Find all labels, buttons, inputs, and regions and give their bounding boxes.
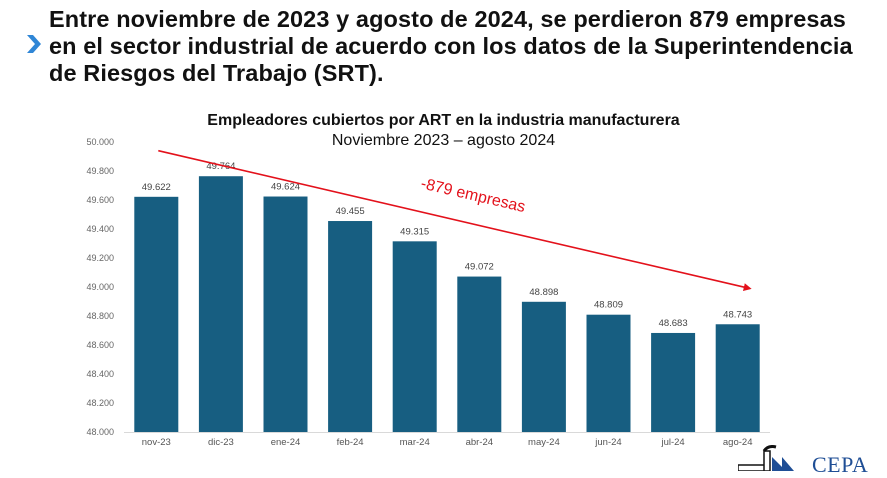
data-label: 48.743 — [723, 309, 752, 320]
bar — [457, 276, 502, 432]
data-label: 48.809 — [594, 300, 623, 311]
bar — [134, 196, 179, 432]
y-axis: 48.000 48.200 48.400 48.600 48.800 49.000 49.2… — [86, 137, 770, 437]
chevron-right-icon — [27, 35, 41, 53]
data-label: 49.315 — [400, 226, 429, 237]
data-label: 49.764 — [206, 161, 235, 172]
bar — [586, 314, 631, 432]
trend-annotation: -879 empresas — [158, 149, 752, 291]
y-tick-label: 49.400 — [86, 224, 114, 234]
x-tick-label: dic-23 — [208, 437, 234, 448]
headline-text: Entre noviembre de 2023 y agosto de 2024… — [49, 6, 853, 86]
y-tick-label: 50.000 — [86, 137, 114, 147]
annotation-label: -879 empresas — [419, 175, 527, 216]
bar — [521, 301, 566, 432]
x-tick-label: abr-24 — [466, 437, 493, 448]
y-tick-label: 48.400 — [86, 369, 114, 379]
x-tick-label: mar-24 — [400, 437, 430, 448]
y-tick-label: 48.000 — [86, 427, 114, 437]
x-tick-label: may-24 — [528, 437, 560, 448]
data-label: 48.898 — [529, 287, 558, 298]
x-tick-label: jul-24 — [660, 437, 684, 448]
bar — [651, 332, 696, 432]
x-tick-label: ene-24 — [271, 437, 301, 448]
bar — [328, 221, 373, 432]
bars — [134, 176, 760, 432]
x-tick-label: feb-24 — [337, 437, 364, 448]
data-label: 49.624 — [271, 182, 300, 193]
chart-subtitle: Noviembre 2023 – agosto 2024 — [331, 132, 556, 149]
y-tick-label: 48.600 — [86, 340, 114, 350]
x-axis: nov-23 dic-23 ene-24 feb-24 mar-24 abr-24 may-… — [142, 437, 753, 448]
y-tick-label: 48.200 — [86, 398, 114, 408]
y-tick-label: 49.000 — [86, 282, 114, 292]
bar — [263, 196, 308, 432]
data-labels: 49.622 49.764 49.624 49.455 49.315 49.072 48.8… — [142, 161, 752, 329]
trend-arrow — [158, 149, 752, 291]
bar — [392, 241, 437, 432]
bar — [715, 324, 760, 432]
x-tick-label: nov-23 — [142, 437, 171, 448]
chart-title: Empleadores cubiertos por ART en la indu… — [207, 112, 680, 129]
data-label: 49.622 — [142, 182, 171, 193]
x-tick-label: jun-24 — [594, 437, 621, 448]
y-tick-label: 48.800 — [86, 311, 114, 321]
y-tick-label: 49.200 — [86, 253, 114, 263]
x-tick-label: ago-24 — [723, 437, 753, 448]
y-tick-label: 49.600 — [86, 195, 114, 205]
bar — [198, 176, 243, 432]
y-tick-label: 49.800 — [86, 166, 114, 176]
data-label: 48.683 — [659, 318, 688, 329]
data-label: 49.455 — [336, 206, 365, 217]
data-label: 49.072 — [465, 262, 494, 273]
factory-logo-icon — [738, 445, 794, 471]
logo-text: CEPA — [812, 452, 869, 477]
